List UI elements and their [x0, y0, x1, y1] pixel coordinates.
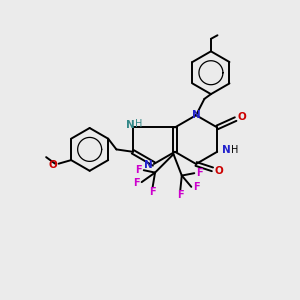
Text: F: F: [149, 187, 155, 197]
Text: H: H: [135, 119, 142, 129]
Text: N: N: [222, 145, 231, 155]
Text: N: N: [126, 120, 135, 130]
Text: H: H: [231, 145, 238, 155]
Text: F: F: [135, 165, 142, 175]
Text: F: F: [193, 182, 200, 193]
Text: F: F: [133, 178, 140, 188]
Text: F: F: [178, 190, 184, 200]
Text: N: N: [144, 160, 153, 170]
Text: N: N: [192, 110, 201, 120]
Text: F: F: [196, 168, 203, 178]
Text: O: O: [214, 166, 223, 176]
Text: O: O: [48, 160, 57, 170]
Text: O: O: [238, 112, 247, 122]
